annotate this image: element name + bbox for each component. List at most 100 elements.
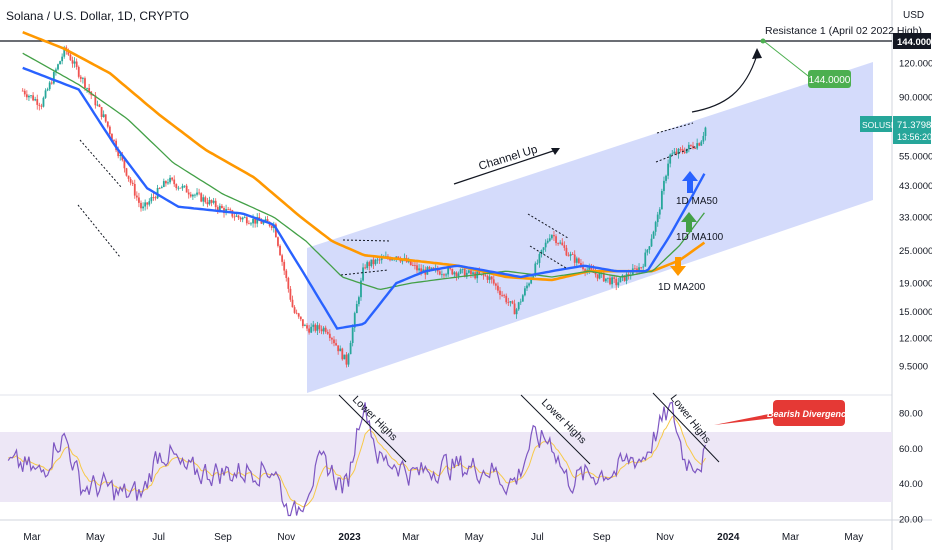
candle-body (420, 268, 423, 273)
ma50-line (22, 66, 706, 330)
price-tick-label: 15.0000 (899, 307, 932, 318)
candle-body (478, 271, 481, 275)
last-price-tag (893, 116, 931, 144)
candle-body (555, 236, 557, 244)
candle-body (245, 217, 248, 224)
price-tick-label: 33.0000 (899, 213, 932, 224)
candle-body (644, 252, 647, 267)
candle-body (660, 190, 663, 210)
candle-body (362, 267, 364, 281)
candle-body (582, 265, 584, 270)
candle-body (260, 221, 263, 224)
candle-body (38, 104, 41, 106)
candle-body (665, 175, 667, 181)
candle-body (291, 299, 294, 308)
candle-body (677, 148, 680, 155)
candle-body (694, 148, 696, 149)
candle-body (252, 218, 254, 224)
time-tick-label: Nov (277, 532, 295, 543)
time-tick-label: May (844, 532, 863, 543)
time-tick-label: Sep (214, 532, 232, 543)
candle-body (461, 268, 464, 270)
candle-body (465, 272, 468, 277)
candle-body (40, 105, 43, 107)
candle-body (376, 259, 379, 261)
candle-body (515, 309, 518, 315)
candle-body (557, 243, 560, 244)
rsi-line (7, 401, 707, 517)
candle-body (573, 254, 576, 263)
candle-body (241, 217, 244, 220)
candle-body (212, 200, 215, 203)
candle-body (505, 295, 508, 303)
candle-body (229, 209, 232, 211)
rsi-trendline-1 (338, 394, 407, 463)
candle-body (254, 218, 257, 224)
candle-body (310, 326, 313, 333)
candle-body (455, 272, 458, 277)
candle-body (106, 121, 109, 127)
candle-body (162, 181, 165, 188)
candle-body (202, 197, 205, 202)
candle-body (73, 61, 76, 64)
candle-body (652, 231, 655, 239)
candle-body (125, 168, 128, 176)
candle-body (140, 202, 142, 209)
candle-body (196, 192, 198, 195)
price-tick-label: 55.0000 (899, 152, 932, 163)
candle-body (611, 277, 613, 285)
candle-body (497, 285, 499, 291)
candle-body (96, 104, 99, 106)
candle-body (108, 126, 111, 134)
candle-body (540, 250, 543, 255)
candle-body (239, 217, 242, 220)
candle-body (100, 107, 103, 117)
candle-body (409, 260, 412, 266)
candle-body (457, 273, 460, 277)
rsi-tick-label: 20.00 (899, 515, 923, 526)
candle-body (507, 302, 510, 304)
candle-body (488, 276, 491, 280)
candle-body (320, 329, 323, 332)
time-tick-label: Mar (782, 532, 800, 543)
resistance-label: Resistance 1 (April 02 2022 High) (765, 25, 922, 37)
rsi-tick-label: 60.00 (899, 444, 923, 455)
candle-body (482, 273, 485, 276)
candle-body (671, 153, 674, 155)
candle-body (642, 266, 645, 268)
ma50-arrow-icon (682, 171, 698, 193)
candle-body (366, 262, 369, 269)
candle-body (613, 277, 616, 279)
candle-body (337, 345, 340, 352)
candle-body (326, 331, 329, 334)
candle-body (698, 143, 701, 146)
candle-body (84, 78, 86, 89)
candle-body (571, 254, 574, 255)
candle-body (187, 192, 190, 195)
candle-body (295, 312, 298, 314)
candle-body (293, 307, 296, 313)
ma50-label: 1D MA50 (676, 196, 718, 207)
candle-body (331, 338, 333, 340)
candle-body (104, 114, 107, 122)
candle-body (524, 288, 526, 296)
candle-body (598, 273, 601, 279)
resistance-price-tag (893, 33, 931, 49)
candle-body (210, 200, 213, 203)
candle-body (459, 269, 462, 274)
candle-body (513, 303, 516, 315)
candle-body (470, 270, 472, 275)
time-tick-label: 2024 (717, 532, 740, 543)
candle-body (638, 267, 640, 273)
candle-body (301, 319, 304, 327)
price-axis: 120.0000 90.0000 55.0000 43.0000 33.0000 25.0… (899, 58, 932, 372)
candle-body (463, 268, 466, 277)
candle-body (281, 255, 284, 262)
candle-body (150, 197, 153, 202)
candle-body (445, 274, 447, 276)
candle-body (299, 316, 302, 320)
candle-body (690, 144, 692, 146)
candle-body (654, 222, 657, 232)
time-tick-label: Mar (23, 532, 41, 543)
candle-body (21, 90, 24, 92)
